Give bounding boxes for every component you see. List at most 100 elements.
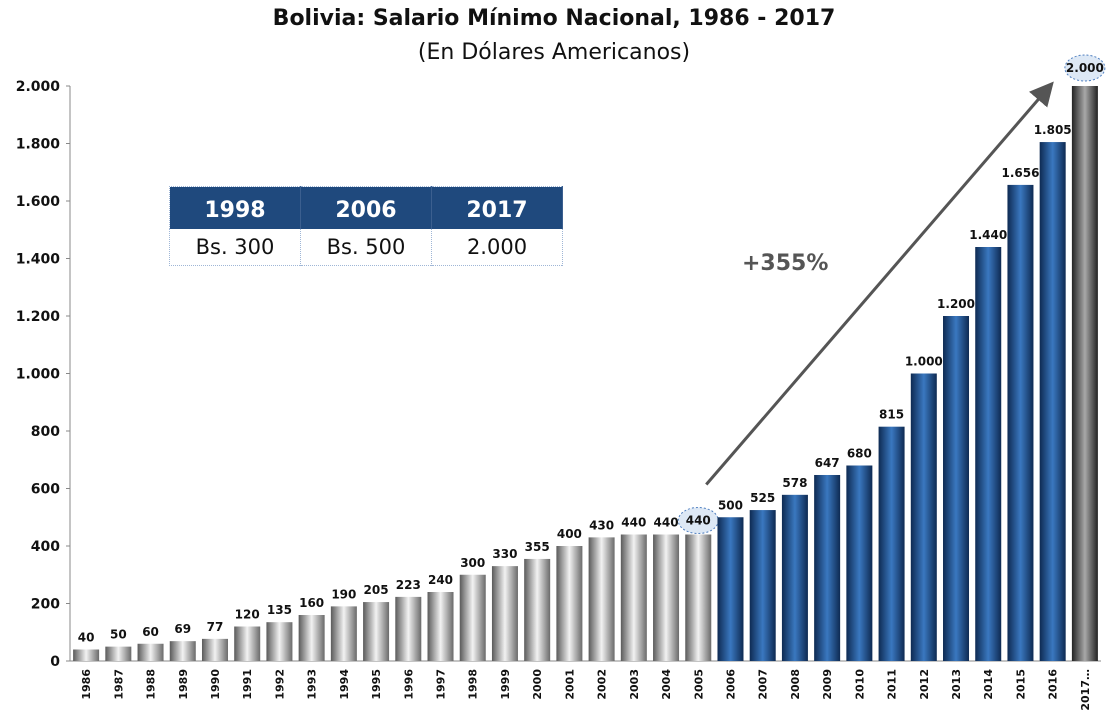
data-label: 190	[331, 587, 356, 601]
x-tick-label: 2012	[918, 669, 931, 700]
x-tick-label: 2011	[886, 669, 899, 700]
bar	[814, 474, 841, 661]
bar	[234, 626, 261, 661]
y-tick-label: 1.200	[16, 309, 61, 325]
bar	[846, 465, 873, 661]
x-tick-label: 2001	[563, 669, 576, 700]
table-header: 2006	[300, 186, 432, 229]
bar	[395, 596, 422, 661]
data-label: 440	[621, 516, 646, 530]
bar	[201, 638, 228, 661]
data-label: 355	[525, 540, 550, 554]
bar	[717, 517, 744, 661]
data-label: 50	[110, 628, 127, 642]
x-tick-label: 1987	[112, 669, 125, 700]
x-tick-label: 2013	[950, 669, 963, 700]
table-header: 1998	[169, 186, 301, 229]
bar	[588, 537, 615, 661]
bar	[781, 494, 808, 661]
x-tick-label: 1986	[80, 669, 93, 700]
bar	[105, 646, 132, 661]
bar	[556, 546, 583, 661]
bar	[298, 615, 325, 661]
bar	[685, 534, 712, 661]
x-tick-label: 1998	[467, 669, 480, 700]
bar	[1071, 86, 1098, 661]
x-tick-label: 2009	[821, 669, 834, 700]
data-label: 300	[460, 556, 485, 570]
growth-annotation: +355%	[742, 251, 829, 276]
data-label: 1.200	[937, 297, 975, 311]
x-tick-label: 1990	[209, 669, 222, 700]
x-tick-label: 1997	[435, 669, 448, 700]
y-tick-label: 0	[50, 654, 60, 670]
x-tick-label: 1993	[306, 669, 319, 700]
data-label: 205	[364, 583, 389, 597]
data-label: 1.440	[969, 228, 1007, 242]
y-tick-label: 1.400	[16, 252, 61, 268]
table-cell: Bs. 300	[169, 229, 301, 266]
bar	[975, 247, 1002, 661]
data-label: 160	[299, 596, 324, 610]
x-tick-label: 1996	[402, 669, 415, 700]
salary-table: 1998 2006 2017 Bs. 300 Bs. 500 2.000	[169, 186, 563, 266]
y-tick-label: 400	[31, 539, 60, 555]
data-label: 223	[396, 578, 421, 592]
data-label: 400	[557, 527, 582, 541]
data-label: 815	[879, 408, 904, 422]
table-cell: 2.000	[431, 229, 563, 266]
chart-subtitle: (En Dólares Americanos)	[417, 40, 691, 65]
x-tick-label: 2000	[531, 669, 544, 700]
bar	[1007, 184, 1034, 661]
data-label: 430	[589, 518, 614, 532]
bar	[749, 510, 776, 661]
x-tick-label: 2007	[757, 669, 770, 700]
data-label: 1.000	[905, 355, 943, 369]
x-tick-label: 1999	[499, 669, 512, 700]
y-tick-label: 800	[31, 424, 60, 440]
table-header: 2017	[431, 186, 563, 229]
bar	[137, 643, 164, 661]
x-tick-label: 2003	[628, 669, 641, 700]
data-label: 40	[78, 631, 95, 645]
data-label: 525	[750, 491, 775, 505]
x-tick-label: 2015	[1014, 669, 1027, 700]
bar	[169, 641, 196, 661]
growth-arrow	[705, 81, 1054, 486]
data-label: 2.000	[1066, 61, 1104, 75]
data-label: 578	[782, 476, 807, 490]
bar	[1039, 142, 1066, 661]
bar	[620, 534, 647, 661]
data-label: 135	[267, 603, 292, 617]
data-label: 77	[207, 620, 224, 634]
x-tick-label: 2017…	[1079, 669, 1092, 711]
bar	[427, 592, 454, 661]
data-label: 60	[142, 625, 159, 639]
y-tick-label: 1.000	[16, 367, 61, 383]
bar	[330, 606, 357, 661]
x-tick-label: 2008	[789, 669, 802, 700]
x-tick-label: 1992	[273, 669, 286, 700]
x-tick-label: 1989	[177, 669, 190, 700]
data-label: 647	[815, 456, 840, 470]
data-label: 1.656	[1001, 166, 1039, 180]
bar	[943, 316, 970, 661]
x-tick-label: 1994	[338, 669, 351, 700]
highlight-circle	[1064, 54, 1106, 82]
bar	[653, 534, 680, 661]
x-tick-label: 2004	[660, 669, 673, 700]
y-tick-label: 1.600	[16, 194, 61, 210]
y-tick-label: 2.000	[16, 79, 61, 95]
x-tick-label: 2014	[982, 669, 995, 700]
bar	[491, 566, 518, 661]
bar	[910, 373, 937, 661]
data-label: 500	[718, 498, 743, 512]
x-tick-label: 2016	[1047, 669, 1060, 700]
x-tick-label: 2005	[692, 669, 705, 700]
data-label: 680	[847, 447, 872, 461]
x-tick-label: 2002	[596, 669, 609, 700]
data-label: 440	[654, 516, 679, 530]
x-tick-label: 2006	[724, 669, 737, 700]
